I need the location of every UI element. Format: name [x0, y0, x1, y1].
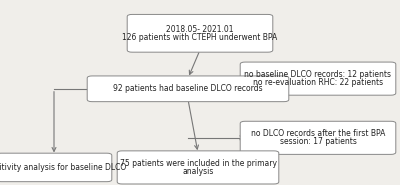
Text: 2018.05- 2021.01: 2018.05- 2021.01 — [166, 25, 234, 34]
FancyBboxPatch shape — [0, 153, 112, 182]
FancyBboxPatch shape — [117, 151, 279, 184]
Text: 75 patients were included in the primary: 75 patients were included in the primary — [120, 159, 276, 168]
Text: no re-evaluation RHC: 22 patients: no re-evaluation RHC: 22 patients — [253, 78, 383, 87]
Text: Sensitivity analysis for baseline DLCO: Sensitivity analysis for baseline DLCO — [0, 163, 127, 172]
Text: 92 patients had baseline DLCO records: 92 patients had baseline DLCO records — [113, 84, 263, 93]
Text: 126 patients with CTEPH underwent BPA: 126 patients with CTEPH underwent BPA — [122, 33, 278, 42]
FancyBboxPatch shape — [87, 76, 289, 102]
Text: session: 17 patients: session: 17 patients — [280, 137, 356, 146]
Text: no baseline DLCO records: 12 patients: no baseline DLCO records: 12 patients — [244, 70, 392, 79]
FancyBboxPatch shape — [240, 62, 396, 95]
Text: analysis: analysis — [182, 167, 214, 176]
FancyBboxPatch shape — [240, 121, 396, 154]
FancyBboxPatch shape — [127, 14, 273, 52]
Text: no DLCO records after the first BPA: no DLCO records after the first BPA — [251, 130, 385, 138]
